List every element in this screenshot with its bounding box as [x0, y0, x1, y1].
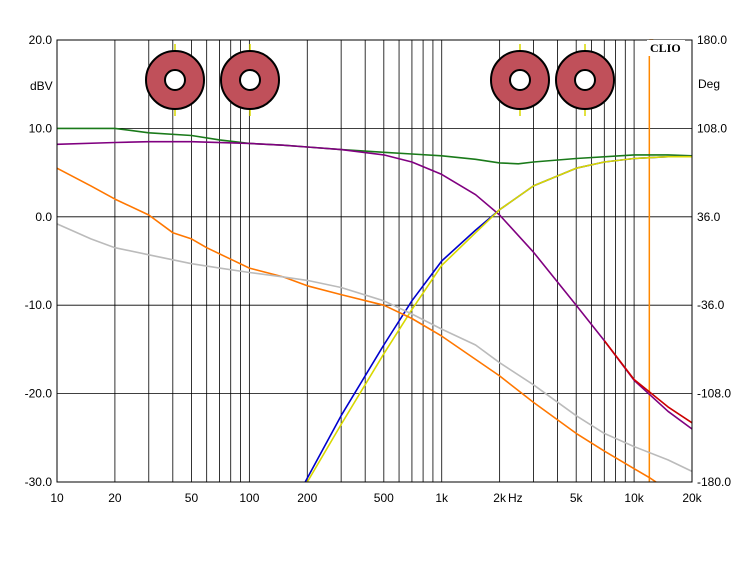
left-tick-label: -30.0 [25, 475, 53, 489]
right-tick-label: -108.0 [697, 387, 731, 401]
speaker-driver-center-icon [509, 69, 531, 91]
x-tick-label: 50 [185, 491, 199, 505]
right-tick-label: 180.0 [697, 33, 727, 47]
x-tick-label: 20 [108, 491, 122, 505]
right-tick-label: 36.0 [697, 210, 721, 224]
x-unit-label: Hz [508, 491, 523, 505]
series-line-6 [56, 167, 657, 483]
right-tick-label: -36.0 [697, 298, 725, 312]
series-line-5 [306, 155, 692, 483]
driver-icons [145, 44, 615, 116]
series-layer [56, 127, 693, 483]
series-line-1 [57, 127, 693, 165]
speaker-driver-center-icon [239, 69, 261, 91]
brand-label-box [647, 40, 685, 56]
left-tick-label: -20.0 [25, 387, 53, 401]
right-tick-labels: 180.0 108.0 36.0 -36.0 -108.0 -180.0 [697, 33, 731, 489]
x-tick-label: 10 [50, 491, 64, 505]
right-tick-label: 108.0 [697, 121, 727, 135]
x-tick-label: 1k [435, 491, 449, 505]
left-tick-labels: 20.0 10.0 0.0 -10.0 -20.0 -30.0 [25, 33, 53, 489]
plot-frame [56, 39, 693, 483]
plot-background [57, 40, 692, 482]
x-tick-label: 10k [624, 491, 644, 505]
x-tick-labels: 10 20 50 100 200 500 1k 2k 5k 10k 20k [50, 491, 702, 505]
left-tick-label: -10.0 [25, 298, 53, 312]
left-unit-label: dBV [30, 79, 53, 93]
x-tick-label: 100 [239, 491, 259, 505]
x-tick-label: 5k [570, 491, 584, 505]
left-tick-label: 20.0 [29, 33, 53, 47]
x-tick-label: 200 [297, 491, 317, 505]
right-unit-label: Deg [698, 77, 720, 91]
left-tick-label: 0.0 [35, 210, 52, 224]
speaker-driver-center-icon [164, 69, 186, 91]
left-tick-label: 10.0 [29, 121, 53, 135]
series-line-7 [56, 223, 693, 473]
x-tick-label: 20k [682, 491, 702, 505]
series-line-3 [603, 340, 693, 424]
x-tick-label: 2k [493, 491, 507, 505]
right-tick-label: -180.0 [697, 475, 731, 489]
speaker-driver-center-icon [574, 69, 596, 91]
brand-label: CLIO [650, 41, 681, 55]
x-tick-label: 500 [374, 491, 394, 505]
